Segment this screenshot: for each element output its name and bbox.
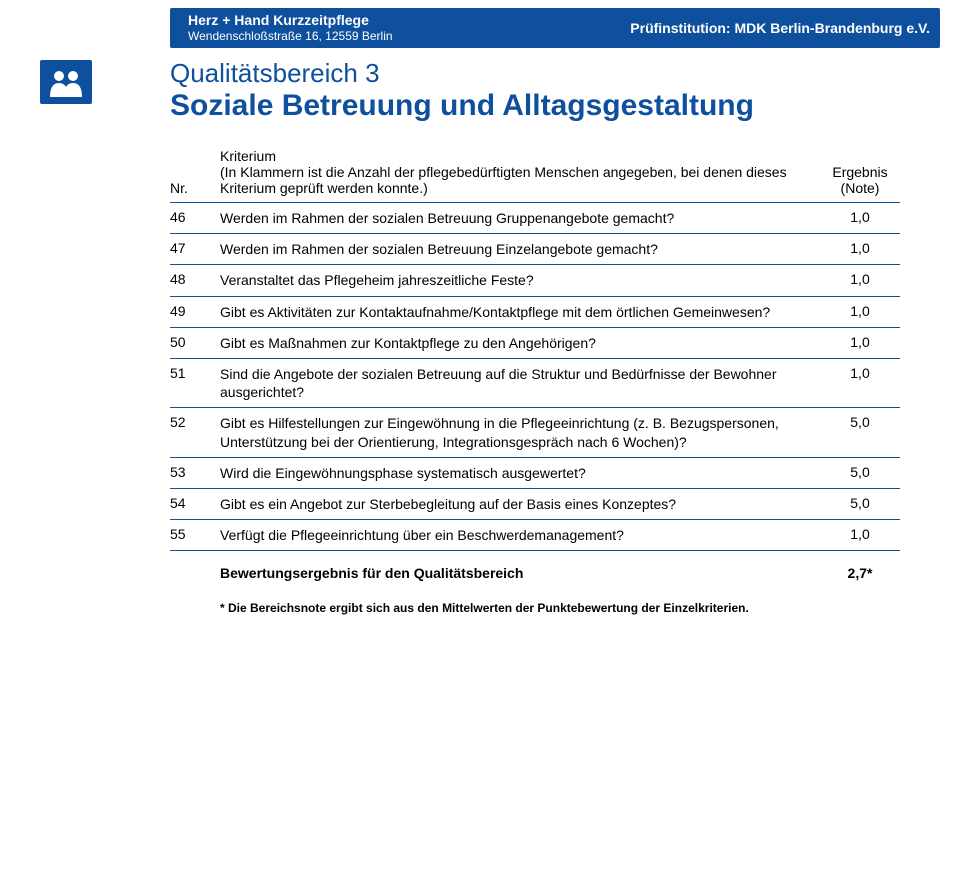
row-nr: 53 <box>170 464 220 480</box>
table-row: 48Veranstaltet das Pflegeheim jahreszeit… <box>170 265 900 295</box>
row-score: 1,0 <box>820 303 900 319</box>
heading-super: Qualitätsbereich 3 <box>170 58 754 89</box>
header-kriterium: Kriterium <box>220 148 276 164</box>
row-text: Gibt es Aktivitäten zur Kontaktaufnahme/… <box>220 303 820 321</box>
row-text: Sind die Angebote der sozialen Betreuung… <box>220 365 820 401</box>
row-nr: 46 <box>170 209 220 225</box>
header-nr: Nr. <box>170 180 188 196</box>
row-score: 1,0 <box>820 365 900 381</box>
table-row: 55Verfügt die Pflegeeinrichtung über ein… <box>170 520 900 550</box>
row-nr: 48 <box>170 271 220 287</box>
row-text: Wird die Eingewöhnungsphase systematisch… <box>220 464 820 482</box>
row-text: Werden im Rahmen der sozialen Betreuung … <box>220 240 820 258</box>
row-text: Werden im Rahmen der sozialen Betreuung … <box>220 209 820 227</box>
org-name: Herz + Hand Kurzzeitpflege <box>188 12 393 29</box>
people-icon <box>40 60 92 104</box>
row-nr: 47 <box>170 240 220 256</box>
inspector-label: Prüfinstitution: MDK Berlin-Brandenburg … <box>630 20 930 36</box>
row-text: Gibt es ein Angebot zur Sterbebegleitung… <box>220 495 820 513</box>
row-nr: 50 <box>170 334 220 350</box>
header-kriterium-sub: (In Klammern ist die Anzahl der pflegebe… <box>220 164 800 196</box>
row-nr: 55 <box>170 526 220 542</box>
row-nr: 54 <box>170 495 220 511</box>
table-row: 54Gibt es ein Angebot zur Sterbebegleitu… <box>170 489 900 519</box>
table-row: 50Gibt es Maßnahmen zur Kontaktpflege zu… <box>170 328 900 358</box>
summary-label: Bewertungsergebnis für den Qualitätsbere… <box>220 565 820 581</box>
row-text: Gibt es Hilfestellungen zur Eingewöhnung… <box>220 414 820 450</box>
summary-row: Bewertungsergebnis für den Qualitätsbere… <box>170 551 900 587</box>
row-score: 1,0 <box>820 209 900 225</box>
row-text: Gibt es Maßnahmen zur Kontaktpflege zu d… <box>220 334 820 352</box>
criteria-table: Nr. Kriterium (In Klammern ist die Anzah… <box>170 148 900 615</box>
row-text: Verfügt die Pflegeeinrichtung über ein B… <box>220 526 820 544</box>
row-nr: 49 <box>170 303 220 319</box>
row-score: 5,0 <box>820 414 900 430</box>
org-address: Wendenschloßstraße 16, 12559 Berlin <box>188 29 393 43</box>
row-score: 5,0 <box>820 495 900 511</box>
top-bar: Herz + Hand Kurzzeitpflege Wendenschloßs… <box>170 8 940 48</box>
header-ergebnis: Ergebnis <box>820 164 900 180</box>
table-row: 46Werden im Rahmen der sozialen Betreuun… <box>170 203 900 233</box>
footnote: * Die Bereichsnote ergibt sich aus den M… <box>170 587 900 615</box>
row-nr: 51 <box>170 365 220 381</box>
row-score: 5,0 <box>820 464 900 480</box>
row-score: 1,0 <box>820 526 900 542</box>
row-nr: 52 <box>170 414 220 430</box>
row-score: 1,0 <box>820 271 900 287</box>
table-row: 49Gibt es Aktivitäten zur Kontaktaufnahm… <box>170 297 900 327</box>
table-header: Nr. Kriterium (In Klammern ist die Anzah… <box>170 148 900 202</box>
table-row: 47Werden im Rahmen der sozialen Betreuun… <box>170 234 900 264</box>
table-row: 52Gibt es Hilfestellungen zur Eingewöhnu… <box>170 408 900 456</box>
header-ergebnis-sub: (Note) <box>820 180 900 196</box>
section-heading: Qualitätsbereich 3 Soziale Betreuung und… <box>170 58 754 123</box>
row-score: 1,0 <box>820 240 900 256</box>
row-score: 1,0 <box>820 334 900 350</box>
row-text: Veranstaltet das Pflegeheim jahreszeitli… <box>220 271 820 289</box>
table-row: 53Wird die Eingewöhnungsphase systematis… <box>170 458 900 488</box>
heading-title: Soziale Betreuung und Alltagsgestaltung <box>170 89 754 123</box>
summary-score: 2,7* <box>820 565 900 581</box>
table-row: 51Sind die Angebote der sozialen Betreuu… <box>170 359 900 407</box>
org-block: Herz + Hand Kurzzeitpflege Wendenschloßs… <box>188 12 393 43</box>
